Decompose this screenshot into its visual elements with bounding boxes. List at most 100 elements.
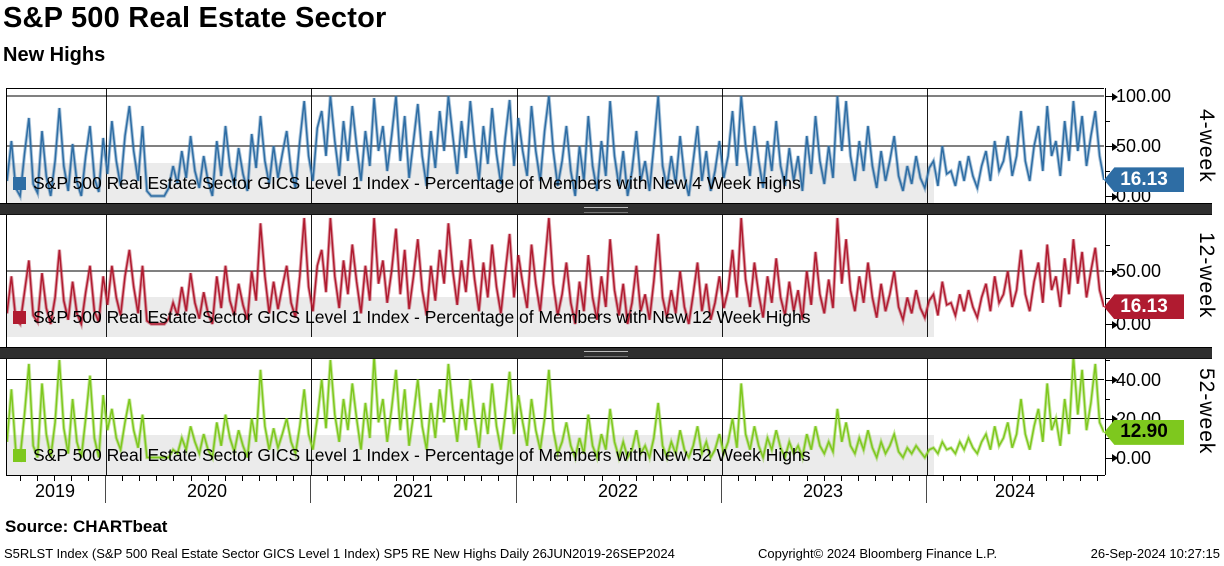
month-tick xyxy=(550,476,552,481)
month-tick xyxy=(139,476,141,481)
legend-4-week: S&P 500 Real Estate Sector GICS Level 1 … xyxy=(13,163,801,203)
series-line-4-week xyxy=(7,95,1104,199)
chart-area: S&P 500 Real Estate Sector GICS Level 1 … xyxy=(6,88,1106,475)
legend-52-week: S&P 500 Real Estate Sector GICS Level 1 … xyxy=(13,435,811,475)
month-tick xyxy=(687,476,688,481)
month-tick xyxy=(36,476,38,481)
month-tick xyxy=(19,476,21,481)
month-tick xyxy=(601,476,603,481)
month-tick xyxy=(669,476,671,481)
month-tick xyxy=(857,476,859,481)
page-subtitle: New Highs xyxy=(3,44,106,66)
legend-band xyxy=(7,297,934,337)
month-tick xyxy=(395,476,397,481)
x-tick-2020: 2020 xyxy=(186,481,228,501)
y-tick-mark xyxy=(1105,415,1118,423)
panel-splitter-2[interactable] xyxy=(0,347,1212,359)
panel-label-52-week: 52-week xyxy=(1195,367,1218,455)
month-tick xyxy=(1011,476,1013,481)
month-tick xyxy=(53,476,55,481)
panel-12-week: S&P 500 Real Estate Sector GICS Level 1 … xyxy=(7,213,1104,337)
source-line: Source: CHARTbeat xyxy=(5,517,168,536)
right-axis-line xyxy=(1105,88,1106,475)
legend-label-52-week: S&P 500 Real Estate Sector GICS Level 1 … xyxy=(33,444,811,465)
month-tick xyxy=(327,476,329,481)
month-tick xyxy=(874,476,876,481)
month-tick xyxy=(463,476,465,481)
panel-4-week: S&P 500 Real Estate Sector GICS Level 1 … xyxy=(7,88,1104,203)
month-tick xyxy=(498,476,500,481)
month-tick xyxy=(70,476,72,481)
legend-swatch-12-week xyxy=(13,310,26,324)
y-tick-mark xyxy=(1105,192,1118,201)
series-plot-52-week xyxy=(7,347,1104,475)
footer-copyright: Copyright© 2024 Bloomberg Finance L.P. xyxy=(758,546,998,561)
panel-label-12-week: 12-week xyxy=(1195,231,1218,319)
x-tick-2019: 2019 xyxy=(34,481,76,501)
last-value-tag-52-week: 12.90 xyxy=(1104,419,1184,445)
y-tick-mark xyxy=(1105,92,1118,101)
footer-timestamp: 26-Sep-2024 10:27:15 xyxy=(1090,546,1220,561)
panel-label-4-week: 4-week xyxy=(1195,108,1218,183)
y-tick-mark xyxy=(1105,454,1118,462)
splitter-grip-icon[interactable] xyxy=(584,351,628,357)
panel-52-week: S&P 500 Real Estate Sector GICS Level 1 … xyxy=(7,347,1104,475)
month-tick xyxy=(772,476,774,481)
month-tick xyxy=(704,476,706,481)
legend-swatch-4-week xyxy=(13,176,26,190)
y-minor-tick xyxy=(1105,244,1110,246)
month-tick xyxy=(584,476,586,481)
year-divider xyxy=(310,476,311,503)
y-tick-mark xyxy=(1105,267,1118,276)
month-tick xyxy=(258,476,260,481)
month-tick xyxy=(635,476,637,481)
month-tick xyxy=(738,476,740,481)
year-divider xyxy=(926,476,927,503)
last-value-tag-4-week: 16.13 xyxy=(1104,167,1184,193)
month-tick xyxy=(173,476,175,481)
month-tick xyxy=(994,476,996,481)
year-divider xyxy=(721,476,722,503)
x-tick-2022: 2022 xyxy=(597,481,639,501)
month-tick xyxy=(892,476,893,481)
year-divider xyxy=(516,476,517,503)
month-tick xyxy=(156,476,158,481)
month-tick xyxy=(618,476,620,481)
x-tick-2023: 2023 xyxy=(802,481,844,501)
y-minor-tick xyxy=(1105,121,1110,122)
y-minor-tick xyxy=(1105,360,1110,361)
series-plot-4-week xyxy=(7,88,1104,203)
last-value-tag-12-week: 16.13 xyxy=(1104,294,1184,320)
page-title: S&P 500 Real Estate Sector xyxy=(3,2,387,34)
month-tick xyxy=(241,476,243,481)
month-tick xyxy=(567,476,569,481)
splitter-grip-icon[interactable] xyxy=(584,207,628,213)
month-tick xyxy=(1079,476,1081,481)
x-tick-2024: 2024 xyxy=(994,481,1036,501)
month-tick xyxy=(1097,476,1098,481)
legend-12-week: S&P 500 Real Estate Sector GICS Level 1 … xyxy=(13,297,811,337)
y-tick-label-52-week: 0.00 xyxy=(1116,447,1152,468)
y-tick-mark xyxy=(1105,142,1118,151)
month-tick xyxy=(276,476,277,481)
series-line-52-week xyxy=(7,356,1104,461)
y-tick-label-4-week: 100.00 xyxy=(1116,86,1172,106)
month-tick xyxy=(943,476,945,481)
y-tick-label-12-week: 50.00 xyxy=(1116,261,1162,281)
month-tick xyxy=(481,476,482,481)
month-tick xyxy=(344,476,346,481)
series-plot-12-week xyxy=(7,213,1104,337)
series-line-12-week xyxy=(7,217,1104,327)
x-tick-2021: 2021 xyxy=(392,481,434,501)
legend-label-4-week: S&P 500 Real Estate Sector GICS Level 1 … xyxy=(33,172,801,193)
month-tick xyxy=(378,476,380,481)
footer: S5RLST Index (S&P 500 Real Estate Sector… xyxy=(0,546,1224,566)
month-tick xyxy=(1045,476,1047,481)
month-tick xyxy=(806,476,808,481)
x-axis: 2019 2020 2021 2022 2023 2024 xyxy=(6,475,1105,506)
y-minor-tick xyxy=(1105,399,1110,400)
month-tick xyxy=(1028,476,1030,481)
panel-splitter-1[interactable] xyxy=(0,203,1212,215)
month-tick xyxy=(533,476,535,481)
month-tick xyxy=(652,476,654,481)
